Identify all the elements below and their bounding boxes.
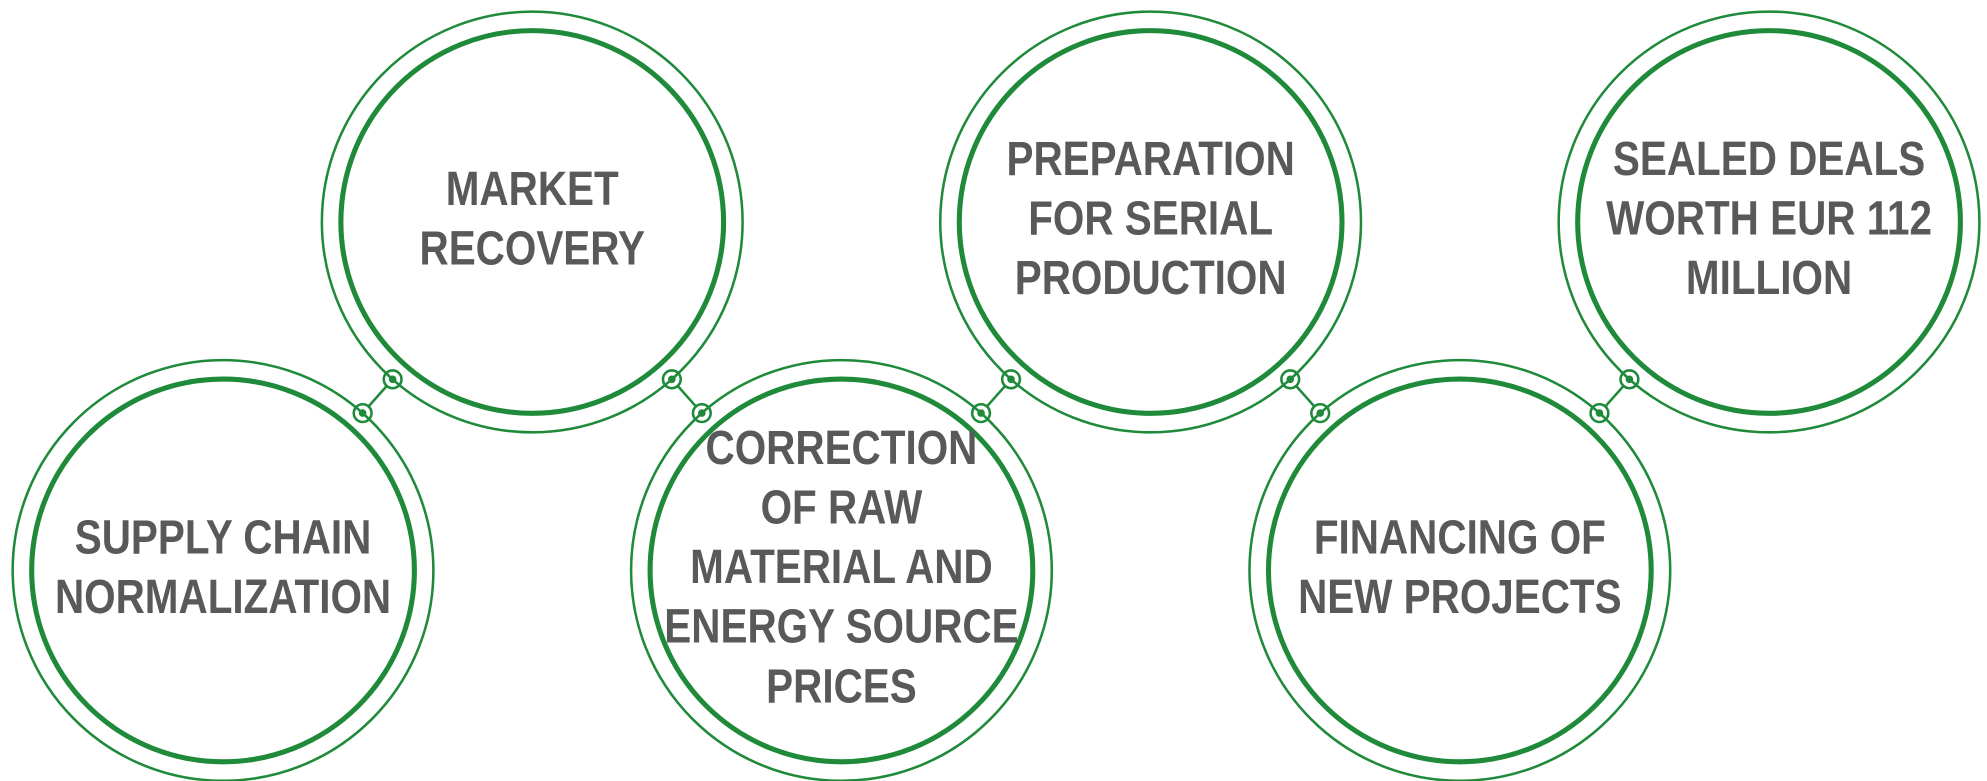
- node-label: MARKET: [446, 163, 619, 216]
- node-label: MATERIAL AND: [690, 541, 993, 594]
- node: SUPPLY CHAIN NORMALIZATION: [11, 358, 435, 781]
- node-label: NORMALIZATION: [55, 571, 391, 624]
- node-label: SUPPLY CHAIN: [75, 511, 372, 564]
- outer-ring: [939, 10, 1363, 434]
- node: PREPARATION FOR SERIAL PRODUCTION: [939, 10, 1363, 434]
- node-label: PRICES: [766, 660, 917, 713]
- node-label: SEALED DEALS: [1613, 133, 1925, 186]
- node-label: MILLION: [1686, 252, 1852, 305]
- node-label: FINANCING OF: [1314, 511, 1606, 564]
- node-label: PRODUCTION: [1015, 252, 1287, 305]
- inner-ring: [956, 28, 1345, 416]
- node-label: WORTH EUR 112: [1606, 192, 1932, 245]
- node-label: ENERGY SOURCE: [664, 600, 1018, 653]
- inner-ring: [338, 28, 727, 416]
- outer-ring: [320, 10, 744, 434]
- inner-ring: [647, 376, 1036, 765]
- node-label: NEW PROJECTS: [1298, 571, 1622, 624]
- node-label: RECOVERY: [420, 222, 645, 275]
- node: FINANCING OF NEW PROJECTS: [1248, 358, 1672, 781]
- node: MARKET RECOVERY: [320, 10, 744, 434]
- node: CORRECTION OF RAW MATERIAL AND ENERGY SOURC…: [629, 358, 1053, 781]
- node-label: PREPARATION: [1006, 133, 1294, 186]
- inner-ring: [29, 376, 417, 765]
- inner-ring: [1265, 376, 1654, 765]
- inner-ring: [1575, 28, 1963, 416]
- node-label: FOR SERIAL: [1028, 192, 1273, 245]
- node-label: OF RAW: [761, 481, 923, 534]
- outer-ring: [1557, 10, 1981, 434]
- node: SEALED DEALS WORTH EUR 112 MILLION: [1557, 10, 1981, 434]
- node-label: CORRECTION: [706, 422, 978, 475]
